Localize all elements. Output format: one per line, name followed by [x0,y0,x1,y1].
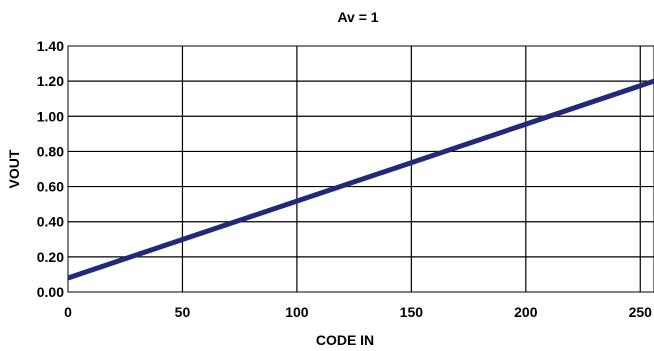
y-tick-label: 0.00 [37,284,64,300]
y-tick-label: 0.40 [37,214,64,230]
y-tick-label: 1.40 [37,38,64,54]
y-tick-labels: 0.00 0.20 0.40 0.60 0.80 1.00 1.20 1.40 [37,38,64,300]
x-tick-label: 150 [400,304,424,320]
x-tick-label: 50 [175,304,191,320]
x-tick-label: 250 [629,304,653,320]
y-tick-label: 0.60 [37,179,64,195]
y-tick-label: 1.20 [37,73,64,89]
plot-area-frame [67,45,654,293]
x-axis-label: CODE IN [316,332,374,348]
series-lines [67,78,654,281]
y-tick-label: 0.80 [37,143,64,159]
x-tick-labels: 0 50 100 150 200 250 [64,304,652,320]
series-line [67,78,654,281]
x-tick-label: 100 [285,304,309,320]
y-tick-label: 0.20 [37,249,64,265]
chart-title: Av = 1 [337,9,378,25]
y-tick-label: 1.00 [37,108,64,124]
x-tick-label: 0 [64,304,72,320]
x-tick-label: 200 [514,304,538,320]
y-axis-label: VOUT [6,149,22,188]
